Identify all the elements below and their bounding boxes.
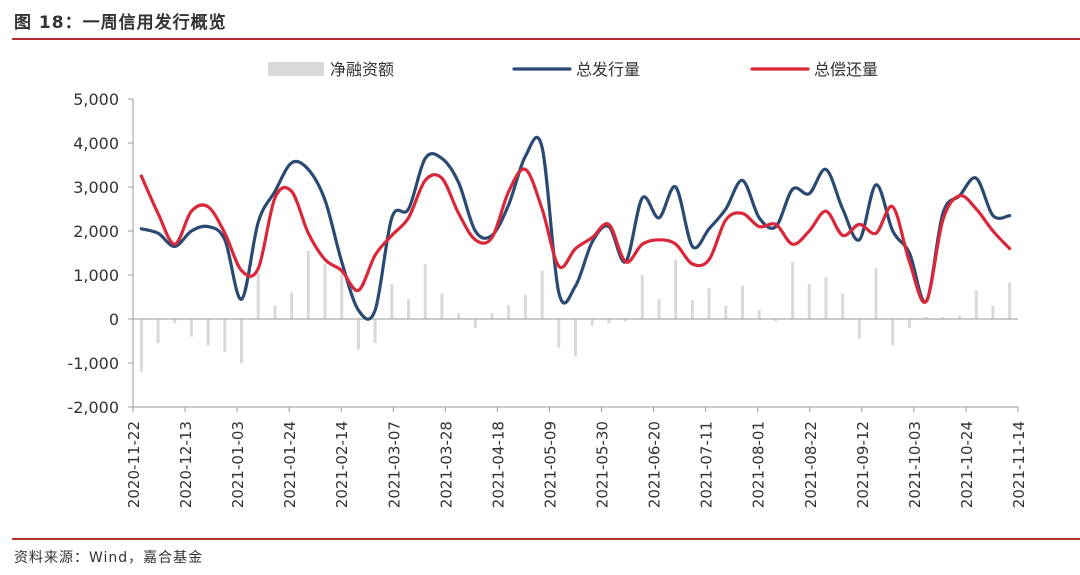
net-financing-bar — [373, 319, 377, 344]
net-financing-bar — [340, 270, 344, 319]
net-financing-bar — [657, 299, 661, 319]
axes: -2,000 -1,000 0 1,000 2,000 3,000 4,000 5,000 20… — [67, 90, 1028, 508]
net-financing-bar — [924, 316, 928, 319]
net-financing-bar — [306, 250, 310, 319]
y-tick-label: -1,000 — [67, 354, 119, 373]
net-financing-bar — [356, 319, 360, 350]
x-tick-label: 2021-10-24 — [958, 421, 976, 508]
x-tick-label: 2021-04-18 — [489, 421, 507, 508]
line-series — [139, 136, 1012, 321]
bottom-rule — [12, 538, 1080, 540]
net-financing-bar — [540, 270, 544, 319]
x-tick-label: 2021-10-03 — [906, 421, 924, 508]
net-financing-bar — [674, 259, 678, 319]
net-financing-bar — [624, 319, 628, 322]
x-tick-label: 2021-06-20 — [646, 421, 664, 508]
net-financing-bar — [791, 261, 795, 319]
chart: -2,000 -1,000 0 1,000 2,000 3,000 4,000 5,000 20… — [67, 60, 1028, 508]
net-financing-bar — [907, 319, 911, 328]
net-financing-bar — [707, 288, 711, 319]
net-financing-bar — [173, 319, 177, 324]
net-financing-bar — [640, 275, 644, 319]
net-financing-bar — [256, 272, 260, 319]
y-tick-label: 5,000 — [73, 90, 119, 109]
net-financing-bar — [974, 290, 978, 319]
legend-repayment-label: 总偿还量 — [814, 60, 878, 79]
net-financing-bar — [757, 310, 761, 319]
net-financing-bar — [574, 319, 577, 357]
source-note: 资料来源：Wind，嘉合基金 — [14, 550, 204, 566]
issuance-line — [139, 136, 1012, 321]
net-financing-bar — [290, 292, 294, 319]
net-financing-bar — [690, 300, 694, 319]
x-tick-label: 2021-02-14 — [333, 421, 351, 508]
net-financing-bar — [523, 294, 527, 319]
y-tick-label: 2,000 — [73, 222, 119, 241]
net-financing-bar — [473, 319, 477, 328]
x-tick-label: 2021-05-09 — [541, 421, 559, 508]
net-financing-bar — [1008, 282, 1012, 319]
top-rule — [12, 38, 1080, 40]
x-tick-label: 2021-03-28 — [437, 421, 455, 508]
net-financing-bar — [958, 315, 962, 319]
net-financing-bar — [390, 283, 394, 319]
figure-title: 图 18：一周信用发行概览 — [14, 13, 227, 33]
legend-net-financing-swatch — [268, 62, 324, 76]
repayment-line — [139, 167, 1012, 304]
net-financing-bar — [774, 319, 778, 322]
net-financing-bar — [874, 268, 878, 319]
net-financing-bar — [206, 319, 210, 346]
x-tick-label: 2021-08-01 — [750, 421, 768, 508]
net-financing-bar — [941, 316, 945, 319]
net-financing-bar — [323, 264, 327, 319]
y-tick-label: 0 — [109, 310, 119, 329]
net-financing-bar — [240, 319, 244, 363]
net-financing-bar — [440, 293, 444, 319]
net-financing-bar — [724, 305, 728, 319]
net-financing-bar — [156, 319, 160, 344]
net-financing-bar — [273, 305, 277, 319]
x-tick-label: 2021-07-11 — [698, 421, 716, 508]
net-financing-bar — [557, 319, 561, 348]
x-tick-label: 2021-01-03 — [229, 421, 247, 508]
y-tick-label: 4,000 — [73, 134, 119, 153]
net-financing-bar — [891, 319, 895, 346]
net-financing-bar — [607, 319, 611, 324]
net-financing-bar — [139, 319, 143, 372]
net-financing-bar — [423, 264, 427, 319]
net-financing-bar — [223, 319, 227, 352]
legend-net-financing-label: 净融资额 — [330, 60, 394, 79]
net-financing-bars — [139, 250, 1012, 372]
legend: 净融资额 总发行量 总偿还量 — [268, 60, 878, 79]
net-financing-bar — [189, 319, 193, 337]
y-tick-label: 1,000 — [73, 266, 119, 285]
net-financing-bar — [457, 313, 461, 319]
net-financing-bar — [740, 286, 744, 319]
x-tick-label: 2021-05-30 — [594, 421, 612, 508]
net-financing-bar — [991, 305, 995, 319]
x-tick-label: 2021-01-24 — [281, 421, 299, 508]
net-financing-bar — [824, 277, 828, 319]
net-financing-bar — [807, 283, 811, 319]
y-tick-label: 3,000 — [73, 178, 119, 197]
net-financing-bar — [857, 319, 861, 339]
x-tick-label: 2021-11-14 — [1010, 421, 1028, 508]
x-tick-label: 2021-03-07 — [385, 421, 403, 508]
net-financing-bar — [841, 293, 845, 319]
x-tick-label: 2020-12-13 — [177, 421, 195, 508]
x-tick-label: 2020-11-22 — [125, 421, 143, 508]
x-tick-label: 2021-08-22 — [802, 421, 820, 508]
legend-issuance-label: 总发行量 — [576, 60, 640, 79]
x-tick-label: 2021-09-12 — [854, 421, 872, 508]
net-financing-bar — [407, 299, 411, 319]
net-financing-bar — [507, 304, 511, 319]
y-tick-label: -2,000 — [67, 398, 119, 417]
net-financing-bar — [590, 319, 594, 326]
net-financing-bar — [490, 313, 494, 319]
